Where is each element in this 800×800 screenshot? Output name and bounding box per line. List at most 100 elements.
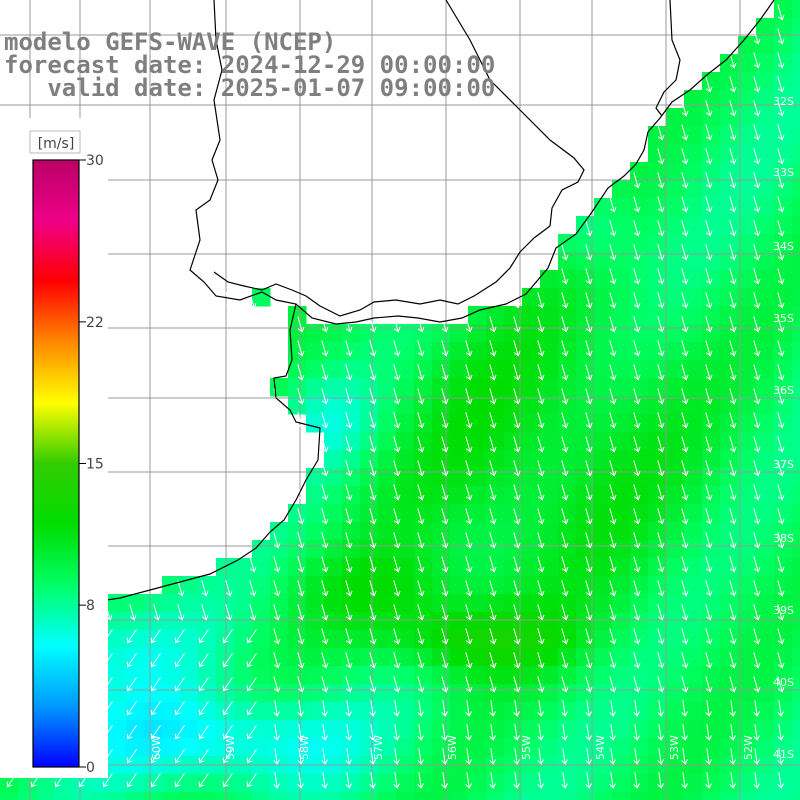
wind-cell — [720, 540, 739, 559]
wind-cell — [468, 774, 487, 793]
wind-arrow — [393, 748, 401, 765]
wind-arrow — [393, 340, 401, 357]
wind-cell — [468, 306, 487, 325]
wind-cell — [234, 720, 253, 739]
wind-cell — [504, 576, 523, 595]
wind-arrow — [465, 412, 473, 429]
wind-cell — [432, 774, 451, 793]
wind-arrow — [321, 532, 329, 549]
wind-arrow — [705, 436, 713, 453]
wind-cell — [756, 450, 775, 469]
wind-cell — [360, 792, 379, 800]
wind-cell — [792, 468, 800, 487]
wind-cell — [360, 594, 379, 613]
wind-cell — [504, 360, 523, 379]
wind-cell — [342, 450, 361, 469]
wind-cell — [54, 630, 73, 649]
wind-cell — [216, 594, 235, 613]
wind-cell — [612, 414, 631, 433]
wind-arrow — [777, 436, 785, 453]
wind-cell — [630, 216, 649, 235]
wind-arrow — [777, 28, 785, 45]
wind-arrow — [489, 628, 497, 645]
wind-arrow — [609, 436, 617, 453]
wind-arrow — [753, 412, 761, 429]
wind-cell — [288, 360, 307, 379]
wind-cell — [648, 396, 667, 415]
wind-arrow — [681, 508, 689, 525]
wind-cell — [630, 360, 649, 379]
wind-arrow — [777, 268, 785, 285]
wind-cell — [648, 180, 667, 199]
wind-cell — [144, 648, 163, 667]
wind-cell — [504, 450, 523, 469]
wind-arrow — [369, 700, 377, 717]
wind-arrow — [465, 340, 473, 357]
wind-arrow — [345, 436, 353, 453]
wind-cell — [360, 774, 379, 793]
wind-cell — [270, 630, 289, 649]
wind-cell — [666, 378, 685, 397]
wind-arrow — [585, 556, 593, 573]
wind-cell — [162, 738, 181, 757]
wind-cell — [342, 342, 361, 361]
wind-cell — [702, 540, 721, 559]
wind-arrow — [705, 316, 713, 333]
wind-arrow — [222, 629, 233, 644]
wind-cell — [396, 324, 415, 343]
wind-cell — [738, 144, 757, 163]
wind-cell — [486, 522, 505, 541]
wind-cell — [792, 18, 800, 37]
wind-arrow — [249, 580, 257, 597]
wind-cell — [648, 540, 667, 559]
longitude-label: 59W — [224, 735, 237, 760]
wind-arrow — [777, 676, 785, 693]
title-valid-date: valid date: 2025-01-07 09:00:00 — [4, 74, 496, 102]
wind-cell — [342, 414, 361, 433]
wind-cell — [270, 540, 289, 559]
wind-cell — [558, 378, 577, 397]
wind-cell — [630, 648, 649, 667]
wind-cell — [216, 576, 235, 595]
wind-arrow — [561, 628, 569, 645]
wind-arrow — [609, 604, 617, 621]
wind-cell — [774, 54, 793, 73]
wind-arrow — [585, 748, 593, 765]
wind-cell — [576, 504, 595, 523]
wind-cell — [576, 594, 595, 613]
wind-arrow — [657, 508, 665, 525]
wind-arrow — [465, 724, 473, 741]
wind-cell — [18, 666, 37, 685]
wind-cell — [684, 738, 703, 757]
wind-arrow — [345, 724, 353, 741]
wind-cell — [324, 324, 343, 343]
wind-cell — [792, 216, 800, 235]
wind-cell — [630, 162, 649, 181]
wind-cell — [720, 108, 739, 127]
wind-arrow — [225, 292, 233, 309]
wind-cell — [234, 576, 253, 595]
wind-arrow — [537, 772, 545, 789]
wind-arrow — [561, 364, 569, 381]
wind-arrow — [585, 364, 593, 381]
wind-cell — [306, 666, 325, 685]
wind-arrow — [441, 532, 449, 549]
wind-cell — [486, 360, 505, 379]
wind-cell — [360, 396, 379, 415]
wind-cell — [540, 504, 559, 523]
wind-cell — [396, 522, 415, 541]
wind-cell — [432, 684, 451, 703]
wind-cell — [450, 450, 469, 469]
wind-cell — [396, 396, 415, 415]
wind-cell — [396, 360, 415, 379]
wind-cell — [108, 792, 127, 800]
wind-cell — [756, 18, 775, 37]
wind-cell — [666, 162, 685, 181]
wind-cell — [360, 522, 379, 541]
latitude-label: 32S — [773, 95, 794, 108]
wind-arrow — [777, 340, 785, 357]
wind-cell — [90, 792, 109, 800]
wind-arrow — [441, 484, 449, 501]
wind-cell — [720, 144, 739, 163]
wind-arrow — [489, 412, 497, 429]
